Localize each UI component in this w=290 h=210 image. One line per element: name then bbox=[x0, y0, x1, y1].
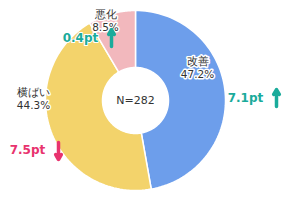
svg-text:0.4pt: 0.4pt bbox=[63, 31, 99, 45]
svg-text:悪化8.5%: 悪化8.5% bbox=[92, 8, 119, 33]
svg-text:7.1pt: 7.1pt bbox=[228, 91, 264, 105]
svg-text:7.5pt: 7.5pt bbox=[10, 143, 46, 157]
svg-text:N=282: N=282 bbox=[116, 94, 154, 107]
svg-text:横ばい44.3%: 横ばい44.3% bbox=[17, 86, 50, 111]
svg-text:改善47.2%: 改善47.2% bbox=[181, 55, 214, 80]
